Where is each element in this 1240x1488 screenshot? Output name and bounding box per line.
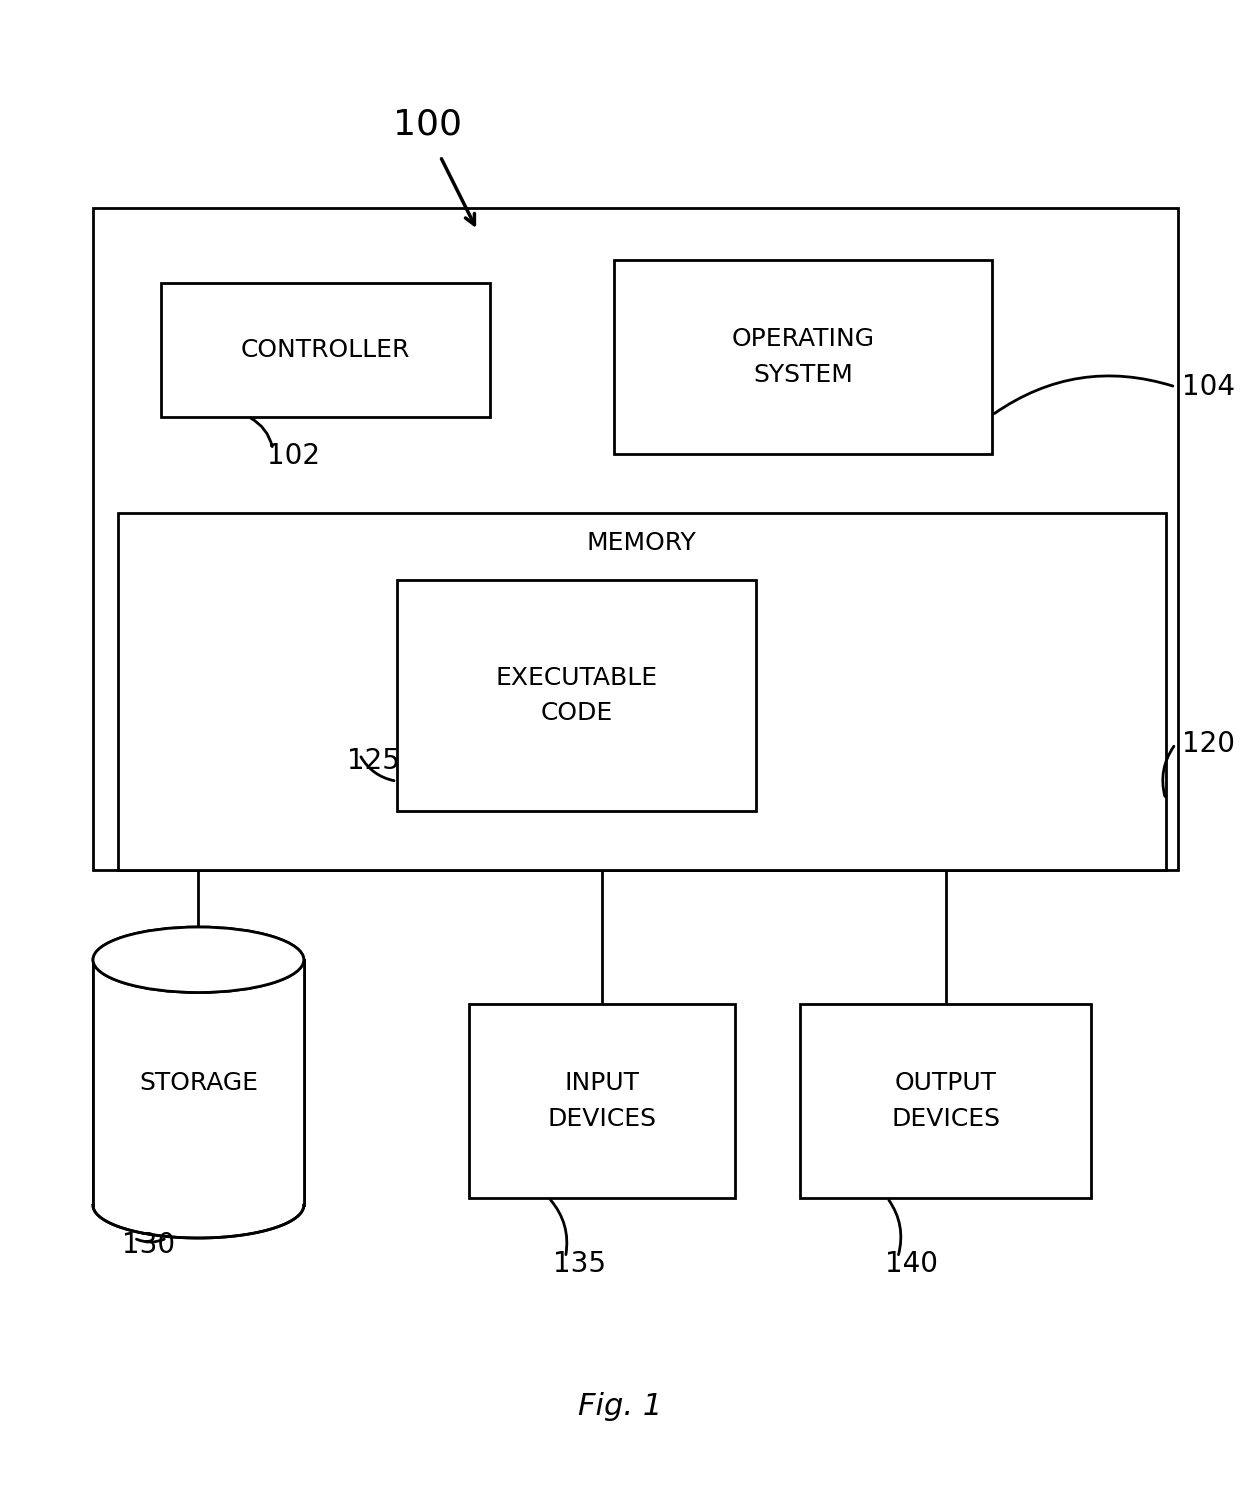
Text: STORAGE: STORAGE (139, 1070, 258, 1095)
Text: EXECUTABLE
CODE: EXECUTABLE CODE (496, 667, 657, 725)
Text: CONTROLLER: CONTROLLER (241, 338, 410, 362)
Ellipse shape (93, 1173, 304, 1238)
Ellipse shape (93, 927, 304, 992)
FancyBboxPatch shape (118, 513, 1166, 870)
Text: Fig. 1: Fig. 1 (578, 1391, 662, 1421)
Text: INPUT
DEVICES: INPUT DEVICES (548, 1071, 656, 1131)
FancyBboxPatch shape (161, 283, 490, 417)
Text: 104: 104 (1182, 373, 1235, 400)
Polygon shape (93, 960, 304, 1205)
FancyBboxPatch shape (800, 1004, 1091, 1198)
FancyBboxPatch shape (614, 260, 992, 454)
Text: OUTPUT
DEVICES: OUTPUT DEVICES (892, 1071, 999, 1131)
Text: 120: 120 (1182, 731, 1235, 757)
Ellipse shape (93, 927, 304, 992)
Text: 100: 100 (393, 107, 463, 141)
Text: 140: 140 (885, 1250, 939, 1278)
Text: OPERATING
SYSTEM: OPERATING SYSTEM (732, 327, 874, 387)
Text: 125: 125 (347, 747, 401, 775)
FancyBboxPatch shape (469, 1004, 735, 1198)
Text: 135: 135 (553, 1250, 606, 1278)
Text: MEMORY: MEMORY (587, 531, 697, 555)
FancyBboxPatch shape (93, 208, 1178, 870)
FancyBboxPatch shape (397, 580, 756, 811)
Text: 130: 130 (122, 1231, 175, 1259)
Text: 102: 102 (267, 442, 320, 470)
